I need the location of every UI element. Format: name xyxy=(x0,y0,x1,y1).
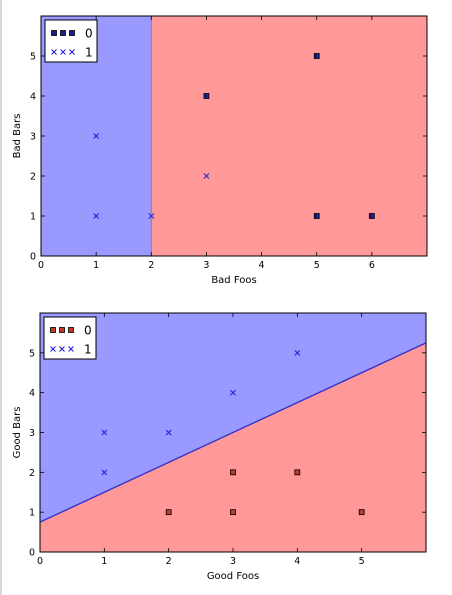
legend-marker-x xyxy=(68,346,74,352)
legend-label: 1 xyxy=(84,343,92,357)
point-class-1-stroke xyxy=(230,389,236,396)
x-axis-label: Bad Foos xyxy=(211,275,256,286)
legend-marker-stroke xyxy=(60,49,66,55)
x-tick-label: 2 xyxy=(166,556,172,567)
point-class-1-stroke xyxy=(93,213,100,219)
legend: 01 xyxy=(43,316,97,360)
legend-label: 0 xyxy=(84,324,92,338)
x-tick-label: 5 xyxy=(359,556,365,567)
y-tick-label: 2 xyxy=(30,172,36,183)
legend-entry: 1 xyxy=(51,46,93,60)
y-tick-label: 3 xyxy=(29,428,35,439)
x-axis-label: Good Foos xyxy=(207,571,259,582)
point-class-1-stroke xyxy=(101,429,108,436)
legend-label: 0 xyxy=(85,27,93,41)
legend-marker-stroke xyxy=(68,346,74,352)
y-tick-label: 0 xyxy=(30,252,36,263)
x-tick-label: 3 xyxy=(203,260,209,271)
y-tick-label: 4 xyxy=(29,388,35,399)
point-class-1-stroke xyxy=(93,133,100,139)
x-tick-label: 2 xyxy=(148,260,154,271)
point-class-1-stroke xyxy=(165,429,172,436)
point-class-1-stroke xyxy=(148,213,155,219)
point-class-0 xyxy=(203,93,210,99)
legend-marker-square xyxy=(51,30,57,36)
point-class-1 xyxy=(93,213,100,219)
legend-label: 1 xyxy=(85,46,93,60)
chart2-regions xyxy=(40,313,426,552)
x-tick-label: 5 xyxy=(314,260,320,271)
legend-marker-x xyxy=(69,49,75,55)
y-axis-label: Good Bars xyxy=(12,407,23,459)
point-class-1 xyxy=(165,429,172,436)
point-class-0 xyxy=(313,213,320,219)
legend-marker-x xyxy=(59,346,65,352)
x-tick-label: 3 xyxy=(230,556,236,567)
point-class-1 xyxy=(101,469,108,476)
chart1-points xyxy=(93,53,375,219)
legend-entry: 1 xyxy=(50,343,92,357)
y-tick-label: 5 xyxy=(30,52,36,63)
chart1-regions xyxy=(41,16,427,256)
y-tick-label: 5 xyxy=(29,348,35,359)
x-tick-label: 4 xyxy=(294,556,300,567)
legend-marker-stroke xyxy=(69,49,75,55)
x-tick-label: 6 xyxy=(369,260,375,271)
point-class-0 xyxy=(368,213,375,219)
y-tick-label: 2 xyxy=(29,468,35,479)
region-class-0 xyxy=(40,342,426,552)
legend-entry: 0 xyxy=(51,27,93,41)
x-tick-label: 0 xyxy=(38,260,44,271)
point-class-1 xyxy=(294,349,301,356)
point-class-1 xyxy=(101,429,108,436)
legend-marker-stroke xyxy=(59,346,65,352)
point-class-0 xyxy=(358,509,365,516)
y-tick-label: 4 xyxy=(30,92,36,103)
x-tick-label: 4 xyxy=(259,260,265,271)
legend-marker-square xyxy=(50,327,56,333)
legend-box xyxy=(43,316,97,360)
legend-marker-square xyxy=(60,30,66,36)
legend-marker-stroke xyxy=(50,346,56,352)
x-tick-label: 1 xyxy=(101,556,107,567)
point-class-1 xyxy=(148,213,155,219)
y-tick-label: 1 xyxy=(30,212,36,223)
point-class-0 xyxy=(230,509,236,516)
legend: 01 xyxy=(44,19,98,63)
legend-marker-square xyxy=(59,327,65,333)
point-class-1-stroke xyxy=(203,173,210,179)
legend-box xyxy=(44,19,98,63)
point-class-1 xyxy=(203,173,210,179)
point-class-1 xyxy=(230,389,236,396)
legend-marker-square xyxy=(69,30,75,36)
point-class-1 xyxy=(93,133,100,139)
decision-boundary xyxy=(40,342,426,523)
point-class-0 xyxy=(313,53,320,59)
legend-marker-square xyxy=(68,327,74,333)
point-class-0 xyxy=(230,469,236,476)
window-edge xyxy=(0,0,2,595)
legend-entry: 0 xyxy=(50,324,92,338)
point-class-1-stroke xyxy=(294,349,301,356)
x-tick-label: 0 xyxy=(37,556,43,567)
x-tick-label: 1 xyxy=(93,260,99,271)
legend-marker-x xyxy=(50,346,56,352)
legend-marker-x xyxy=(51,49,57,55)
y-tick-label: 0 xyxy=(29,548,35,559)
y-tick-label: 3 xyxy=(30,132,36,143)
point-class-0 xyxy=(165,509,172,516)
chart2-points xyxy=(101,349,365,516)
legend-marker-stroke xyxy=(51,49,57,55)
legend-marker-x xyxy=(60,49,66,55)
region-class-0 xyxy=(151,16,427,256)
point-class-1-stroke xyxy=(101,469,108,476)
y-tick-label: 1 xyxy=(29,508,35,519)
y-axis-label: Bad Bars xyxy=(12,114,23,159)
point-class-0 xyxy=(294,469,301,476)
